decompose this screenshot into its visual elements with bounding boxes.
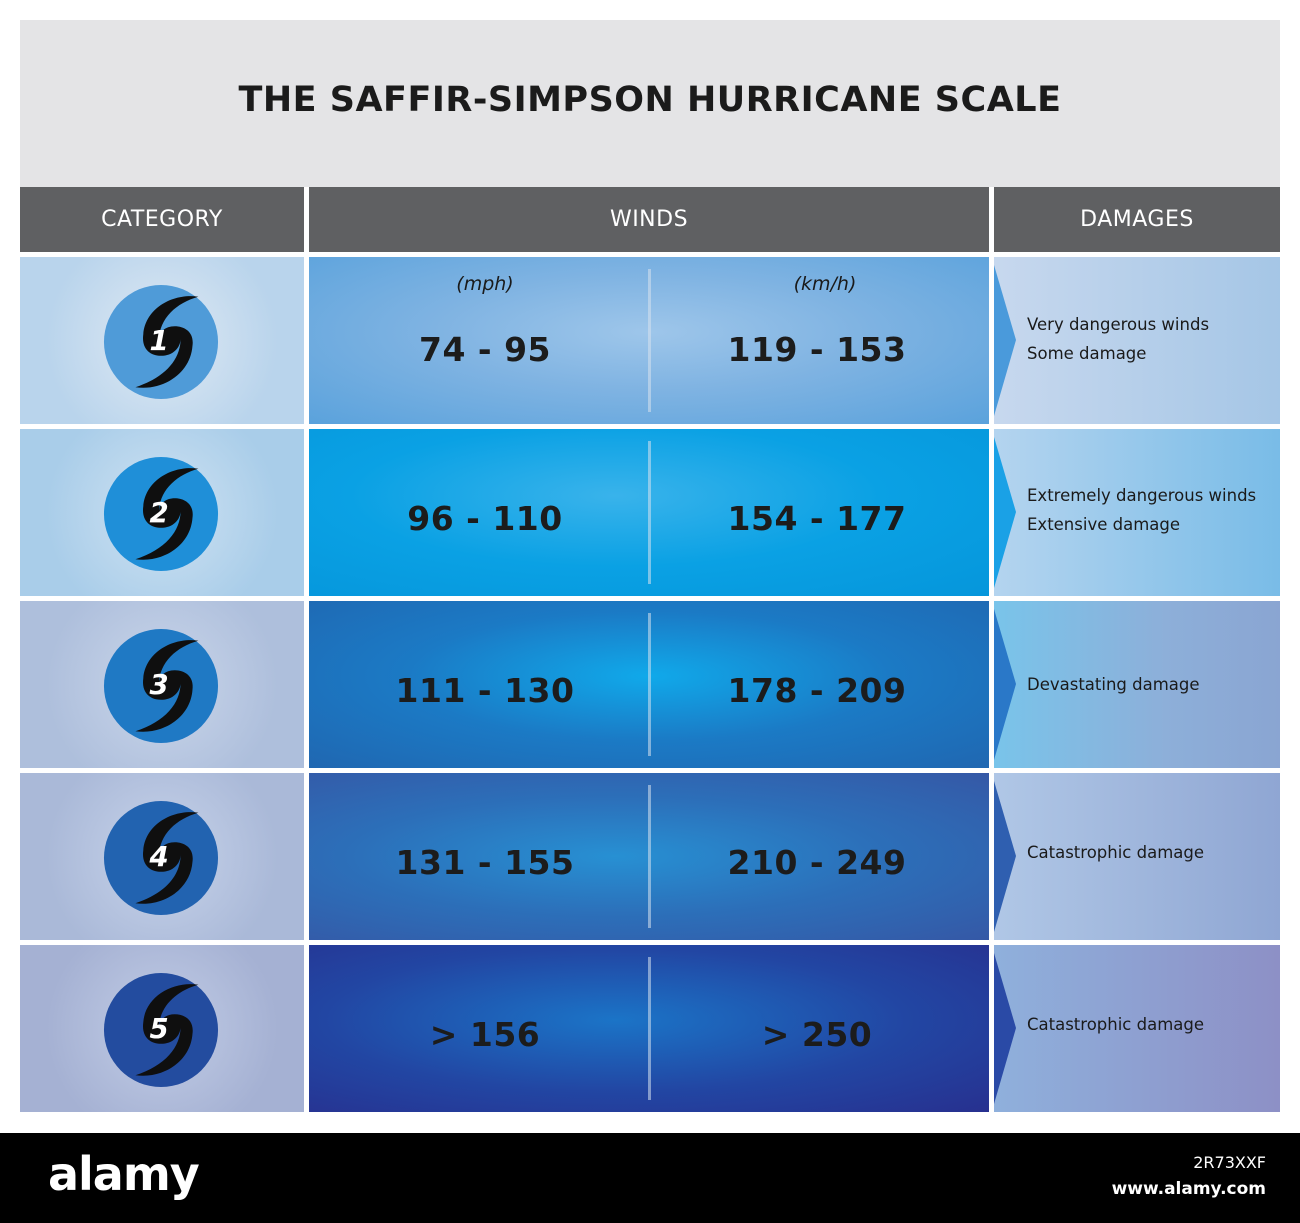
category-number: 5 [149, 1013, 168, 1045]
category-number: 1 [149, 325, 168, 357]
column-divider [648, 269, 651, 412]
category-number: 3 [149, 669, 168, 701]
wind-kmh: > 250 [761, 1015, 873, 1054]
wind-mph: 131 - 155 [395, 843, 575, 882]
damage-line: Catastrophic damage [1027, 843, 1205, 862]
pointer-arrow-icon [994, 437, 1016, 588]
pointer-arrow-icon [994, 609, 1016, 760]
damage-description: Very dangerous winds Some damage [1027, 257, 1277, 424]
winds-cell: 131 - 155 210 - 249 [309, 773, 989, 940]
damage-line: Very dangerous winds [1027, 314, 1210, 334]
damage-cell: Catastrophic damage [994, 945, 1280, 1112]
category-cell: 1 [20, 257, 304, 424]
wind-kmh: 178 - 209 [727, 671, 907, 710]
header-winds: WINDS [309, 187, 989, 252]
damage-line: Extensive damage [1027, 515, 1181, 534]
header-damages: DAMAGES [994, 187, 1280, 252]
pointer-arrow-icon [994, 265, 1016, 416]
hurricane-icon: 2 [103, 456, 219, 572]
column-divider [648, 957, 651, 1100]
damage-description: Devastating damage [1027, 601, 1277, 768]
title-band: THE SAFFIR-SIMPSON HURRICANE SCALE [20, 20, 1280, 187]
column-divider [648, 613, 651, 756]
damage-cell: Devastating damage [994, 601, 1280, 768]
winds-cell: 96 - 110 154 - 177 [309, 429, 989, 596]
image-id: 2R73XXF [1193, 1153, 1266, 1172]
table-row: 3 111 - 130 178 - 209 Devastating damage [20, 601, 1280, 768]
damage-line: Catastrophic damage [1027, 1015, 1205, 1034]
damage-description: Catastrophic damage [1027, 773, 1277, 940]
footer-logo: alamy [48, 1147, 200, 1201]
damage-line: Devastating damage [1027, 675, 1200, 694]
hurricane-icon: 5 [103, 972, 219, 1088]
category-cell: 5 [20, 945, 304, 1112]
footer-info: 2R73XXF www.alamy.com [1112, 1149, 1266, 1203]
damage-cell: Catastrophic damage [994, 773, 1280, 940]
table-row: 5 > 156 > 250 Catastrophic damage [20, 945, 1280, 1112]
damage-line: Some damage [1027, 343, 1147, 363]
page-title: THE SAFFIR-SIMPSON HURRICANE SCALE [238, 79, 1062, 120]
wind-mph: 74 - 95 [418, 330, 552, 369]
pointer-arrow-icon [994, 781, 1016, 932]
category-cell: 3 [20, 601, 304, 768]
column-divider [648, 441, 651, 584]
category-number: 4 [148, 841, 168, 873]
wind-kmh: 210 - 249 [727, 843, 907, 882]
damage-cell: Very dangerous winds Some damage [994, 257, 1280, 424]
category-number: 2 [149, 497, 168, 529]
header-category: CATEGORY [20, 187, 304, 252]
unit-mph: (mph) [456, 273, 514, 295]
hurricane-icon: 3 [103, 628, 219, 744]
table-row: 4 131 - 155 210 - 249 Catastrophic damag… [20, 773, 1280, 940]
winds-cell: 111 - 130 178 - 209 [309, 601, 989, 768]
wind-kmh: 119 - 153 [727, 330, 907, 369]
column-divider [648, 785, 651, 928]
unit-kmh: (km/h) [793, 273, 857, 295]
hurricane-icon: 4 [103, 800, 219, 916]
damage-cell: Extremely dangerous winds Extensive dama… [994, 429, 1280, 596]
damage-description: Extremely dangerous winds Extensive dama… [1027, 429, 1277, 596]
wind-mph: > 156 [429, 1015, 541, 1054]
winds-cell: (mph) (km/h) 74 - 95 119 - 153 [309, 257, 989, 424]
damage-line: Extremely dangerous winds [1027, 486, 1257, 505]
category-cell: 4 [20, 773, 304, 940]
winds-cell: > 156 > 250 [309, 945, 989, 1112]
table-row: 2 96 - 110 154 - 177 Extremely dangerous… [20, 429, 1280, 596]
category-cell: 2 [20, 429, 304, 596]
site-url: www.alamy.com [1111, 1179, 1266, 1199]
hurricane-icon: 1 [103, 284, 219, 400]
pointer-arrow-icon [994, 953, 1016, 1104]
wind-kmh: 154 - 177 [727, 499, 907, 538]
footer-bar: alamy 2R73XXF www.alamy.com [0, 1133, 1300, 1223]
table-row: 1 (mph) (km/h) 74 - 95 119 - 153 Very da… [20, 257, 1280, 424]
wind-mph: 111 - 130 [395, 671, 575, 710]
damage-description: Catastrophic damage [1027, 945, 1277, 1112]
wind-mph: 96 - 110 [407, 499, 563, 538]
